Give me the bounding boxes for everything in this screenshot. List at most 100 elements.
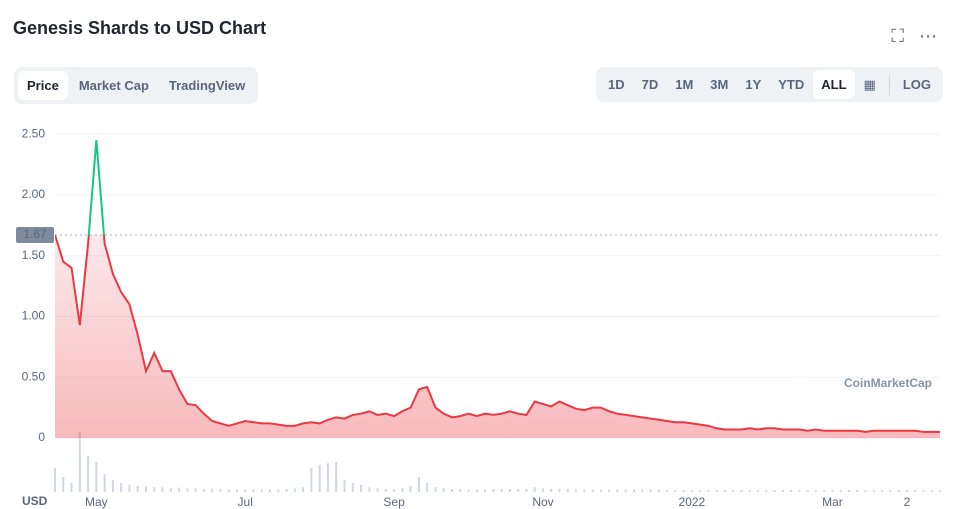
tab[interactable]: Price [18,71,68,100]
volume-bar [905,490,908,492]
x-tick-label: 2 [904,495,911,509]
x-tick-label: 2022 [679,495,706,509]
volume-bar [864,490,867,492]
volume-bar [723,490,726,492]
volume-bar [293,488,296,492]
volume-bar [500,489,503,492]
volume-bar [376,488,379,492]
volume-bar [922,490,925,492]
volume-bar [707,490,710,492]
volume-bar [765,490,768,492]
volume-bar [517,489,520,492]
volume-bar [632,489,635,492]
volume-bar [360,484,363,492]
volume-bar [732,490,735,492]
volume-bar [608,489,611,492]
volume-bar [558,489,561,492]
x-tick-label: Mar [822,495,843,509]
volume-bar [881,490,884,492]
range-button[interactable]: ALL [813,70,855,99]
volume-bar [211,489,214,492]
volume-bar [699,490,702,492]
volume-bar [666,490,669,492]
y-tick-label: 2.00 [22,187,46,201]
volume-bar [939,490,941,492]
range-button[interactable]: 1D [607,77,625,92]
volume-bar [930,490,933,492]
volume-bar [219,489,222,492]
volume-bar [475,489,478,492]
volume-bar [244,489,247,492]
volume-bar [781,490,784,492]
reference-tag [16,227,54,244]
volume-bar [144,486,147,492]
volume-bar [326,463,329,492]
x-tick-label: Nov [532,495,553,509]
volume-bar [136,486,139,492]
volume-bar [674,490,677,492]
volume-bar [897,490,900,492]
volume-bar [54,468,56,492]
volume-bar [856,490,859,492]
volume-bar [641,489,644,492]
volume-bar [235,489,238,492]
tab-bar: Price Market Cap TradingView [14,67,259,104]
volume-bar [823,490,826,492]
volume-bar [566,489,569,492]
calendar-button[interactable]: ▦ [863,76,876,92]
volume-bar [508,489,511,492]
volume-bar [426,483,429,492]
volume-bar [649,489,652,492]
volume-bar [798,490,801,492]
volume-bar [318,465,321,492]
volume-bar [459,489,462,492]
volume-bar [409,486,412,492]
y-tick-label: 1.50 [22,248,46,262]
volume-bar [285,489,288,492]
price-line [55,235,940,433]
volume-bar [310,468,313,492]
x-tick-label: Sep [383,495,405,509]
volume-bar [368,487,371,492]
volume-bar [260,489,263,492]
volume-bar [492,489,495,492]
volume-bar [169,487,172,492]
volume-bar [616,489,619,492]
volume-bar [914,490,917,492]
volume-bar [690,490,693,492]
volume-bar [814,490,817,492]
volume-bar [78,432,81,492]
volume-bar [343,480,346,492]
volume-bar [70,483,73,492]
tab[interactable]: Market Cap [78,78,149,93]
toolbar-icons[interactable]: ⛶ ⋯ [891,26,937,46]
area-fill [55,235,940,438]
range-button[interactable]: 1M [675,77,694,92]
volume-bar [451,489,454,492]
log-button[interactable]: LOG [902,77,931,92]
volume-bar [252,489,255,492]
tab[interactable]: TradingView [168,78,246,93]
range-button[interactable]: 7D [641,77,659,92]
volume-bar [434,487,437,492]
x-tick-label: May [85,495,108,509]
volume-bar [550,489,553,492]
volume-bar [740,490,743,492]
separator [888,74,890,95]
volume-bar [302,487,305,492]
y-tick-label: 0 [38,430,45,444]
range-button[interactable]: YTD [778,77,805,92]
range-button[interactable]: 3M [710,77,729,92]
volume-bar [533,487,536,492]
range-button[interactable]: 1Y [745,77,762,92]
volume-bar [757,490,760,492]
volume-bar [351,483,354,492]
volume-bar [682,490,685,492]
volume-bar [95,462,98,492]
volume-bar [393,489,396,492]
volume-bar [657,489,660,492]
volume-bar [773,490,776,492]
volume-bar [839,490,842,492]
volume-bar [62,477,65,492]
